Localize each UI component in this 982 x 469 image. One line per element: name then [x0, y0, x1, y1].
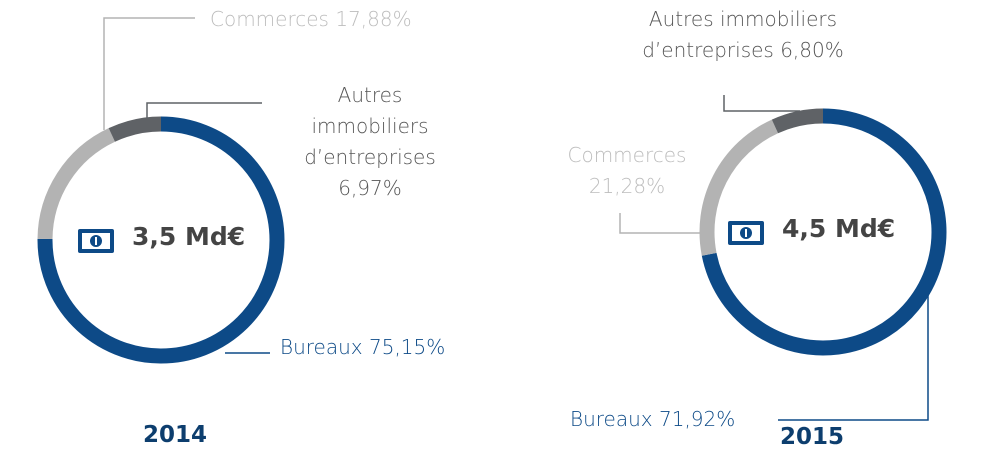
money-icon	[78, 229, 114, 253]
category-name: Commerces	[567, 143, 687, 167]
chart-title: 2014	[142, 422, 207, 448]
chart-title: 2015	[779, 424, 844, 450]
leader-lines	[103, 17, 929, 421]
segment-label: Commerces 17,88%	[210, 4, 412, 35]
segment-label: Bureaux 71,92%	[570, 404, 735, 435]
donut-segment	[771, 108, 824, 134]
leader-line	[103, 17, 195, 130]
category-name: Autres immobiliers d’entreprises	[304, 83, 436, 169]
center-label: 3,5 Md€	[132, 222, 246, 251]
donut-segment	[701, 108, 947, 356]
money-icon	[728, 221, 764, 245]
segment-label: Autres immobiliers d’entreprises 6,80%	[613, 4, 873, 66]
leader-line	[778, 285, 929, 421]
donut-segment	[37, 128, 116, 240]
category-name: Autres immobiliers d’entreprises	[642, 7, 838, 62]
leader-line	[619, 213, 702, 234]
leader-line	[146, 102, 262, 118]
donut-segment	[108, 116, 162, 142]
value-label: 75,15%	[369, 335, 446, 359]
category-name: Bureaux	[570, 407, 653, 431]
donut-segment	[699, 119, 779, 256]
donut-segment	[37, 116, 285, 364]
category-name: Bureaux	[280, 335, 363, 359]
segment-label: Commerces 21,28%	[547, 140, 707, 202]
value-label: 6,97%	[338, 176, 402, 200]
center-label: 4,5 Md€	[782, 214, 896, 243]
value-label: 17,88%	[335, 7, 412, 31]
segment-label: Autres immobiliers d’entreprises 6,97%	[285, 80, 455, 204]
category-name: Commerces	[210, 7, 329, 31]
segment-label: Bureaux 75,15%	[280, 332, 445, 363]
value-label: 6,80%	[780, 38, 844, 62]
value-label: 21,28%	[588, 174, 666, 198]
leader-line	[723, 95, 800, 112]
value-label: 71,92%	[659, 407, 736, 431]
